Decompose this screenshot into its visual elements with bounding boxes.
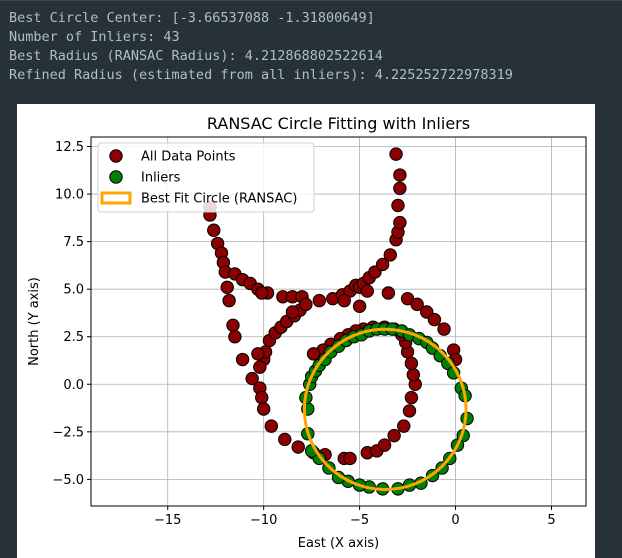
console-line-center: Best Circle Center: [-3.66537088 -1.3180…: [9, 10, 375, 26]
data-point: [393, 168, 407, 182]
y-tick-label: 0.0: [63, 378, 84, 393]
best-fit-circle: [302, 327, 468, 491]
x-tick-label: 5: [547, 513, 555, 528]
data-point: [383, 248, 398, 262]
y-tick-label: 2.5: [63, 330, 84, 345]
data-point: [253, 360, 267, 374]
data-point: [228, 330, 242, 344]
legend-marker-data-points: [109, 149, 123, 163]
y-axis-label: North (Y axis): [27, 277, 42, 366]
legend-label-inliers: Inliers: [141, 171, 181, 186]
data-point: [406, 368, 421, 382]
ransac-plot: −15 −10 −5 0 5 −5.0 −2.5 0.0 2.5 5.0 7.5 10.0 12.5 RA…: [27, 114, 587, 551]
data-point: [235, 352, 250, 367]
data-point: [312, 293, 327, 308]
x-tick-label: −10: [250, 513, 277, 528]
data-point: [389, 147, 403, 161]
data-point: [404, 390, 419, 405]
data-point: [427, 312, 442, 327]
data-point: [404, 356, 419, 371]
data-point: [402, 404, 417, 418]
legend-box: [97, 142, 315, 213]
y-tick-label: 10.0: [55, 188, 84, 203]
data-point: [226, 318, 240, 333]
data-layer: [203, 147, 474, 496]
data-point: [410, 297, 424, 312]
legend-marker-circle: [100, 191, 132, 205]
data-point: [251, 347, 265, 361]
data-point: [255, 286, 269, 300]
figure-panel: −15 −10 −5 0 5 −5.0 −2.5 0.0 2.5 5.0 7.5 10.0 12.5 RA…: [17, 104, 595, 558]
x-axis-label: East (X axis): [298, 536, 379, 551]
data-point: [387, 428, 401, 443]
legend-label-data-points: All Data Points: [141, 150, 236, 165]
console-line-best-radius: Best Radius (RANSAC Radius): 4.212868802…: [9, 48, 383, 64]
data-point: [256, 402, 271, 416]
data-point: [291, 440, 305, 454]
data-point: [381, 286, 396, 300]
data-point: [393, 215, 407, 230]
data-point: [222, 293, 236, 308]
y-tick-label: −2.5: [52, 425, 84, 440]
y-tick-label: 5.0: [63, 283, 84, 298]
data-point: [437, 322, 451, 336]
x-tick-label: 0: [451, 513, 459, 528]
data-point: [278, 432, 292, 447]
data-point: [375, 257, 390, 272]
data-point: [299, 297, 313, 312]
legend-label-circle: Best Fit Circle (RANSAC): [141, 192, 297, 207]
axes-frame: [90, 136, 587, 507]
data-point: [245, 371, 259, 386]
y-tick-label: 12.5: [55, 140, 84, 155]
data-point: [285, 305, 300, 319]
data-point: [377, 438, 392, 452]
data-point: [264, 419, 279, 433]
data-point: [391, 198, 405, 213]
data-point: [343, 451, 357, 466]
data-point: [352, 299, 367, 313]
console-line-inliers: Number of Inliers: 43: [9, 29, 180, 45]
data-point: [360, 284, 374, 298]
data-point: [306, 347, 321, 361]
legend-marker-inliers: [109, 170, 123, 184]
x-tick-label: −15: [154, 513, 181, 528]
y-tick-label: −5.0: [52, 473, 84, 488]
chart-title: RANSAC Circle Fitting with Inliers: [207, 114, 470, 133]
console-output: Best Circle Center: [-3.66537088 -1.3180…: [0, 0, 622, 99]
data-point: [207, 223, 221, 237]
y-tick-label: 7.5: [63, 235, 84, 250]
data-point: [397, 419, 411, 433]
data-point: [393, 181, 407, 196]
x-tick-label: −5: [350, 513, 369, 528]
data-point: [220, 280, 234, 294]
console-line-refined-radius: Refined Radius (estimated from all inlie…: [9, 67, 513, 83]
data-point: [255, 390, 269, 405]
data-point: [337, 293, 351, 308]
